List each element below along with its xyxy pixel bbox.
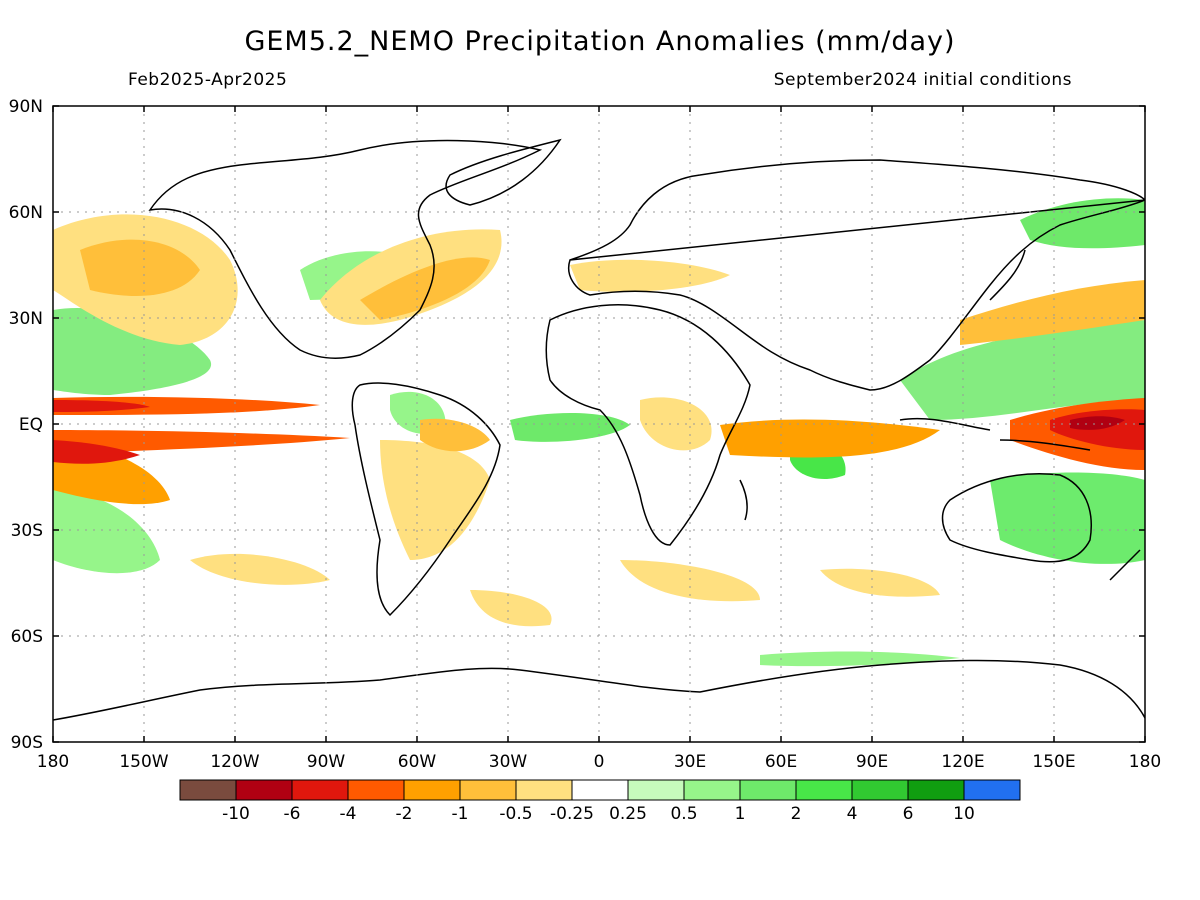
anomaly-orange-north-atlantic xyxy=(360,257,490,320)
anomaly-yellow-africa xyxy=(640,397,712,451)
colorbar-label: 4 xyxy=(847,804,858,824)
colorbar-swatch xyxy=(347,779,405,801)
colorbar-label: -2 xyxy=(396,804,413,824)
anomaly-yellow-south-america xyxy=(380,440,490,560)
anomaly-green-equatorial-atlantic xyxy=(510,413,630,442)
colorbar-label: 10 xyxy=(953,804,975,824)
anomaly-yellow-southern-ocean xyxy=(820,568,940,597)
lon-label: 30W xyxy=(489,752,528,772)
lat-label: 90S xyxy=(11,733,43,753)
lat-label: 30N xyxy=(9,309,43,329)
colorbar-swatch xyxy=(683,779,741,801)
lon-label: 180 xyxy=(1129,752,1161,772)
colorbar-labels: -10 -6 -4 -2 -1 -0.5 -0.25 0.25 0.5 1 2 4 6 10 xyxy=(222,804,975,824)
colorbar-swatch xyxy=(179,779,237,801)
lat-label: 60S xyxy=(11,627,43,647)
anomaly-green-maritime-west-pacific xyxy=(900,320,1145,420)
colorbar-swatch xyxy=(739,779,797,801)
colorbar-label: 1 xyxy=(735,804,746,824)
anomaly-red-equatorial-pacific xyxy=(53,430,350,455)
lat-label: EQ xyxy=(19,415,43,435)
anomaly-yellow-southeast-pacific xyxy=(190,553,330,585)
colorbar-label: -6 xyxy=(284,804,301,824)
coastlines xyxy=(53,138,1145,721)
gridlines xyxy=(53,106,1145,742)
lat-label: 30S xyxy=(11,521,43,541)
colorbar-label: -10 xyxy=(222,804,250,824)
lon-label: 90E xyxy=(856,752,888,772)
colorbar-swatch xyxy=(515,779,573,801)
colorbar-swatch xyxy=(963,779,1021,801)
lon-label: 150E xyxy=(1032,752,1075,772)
coast-south-america xyxy=(351,382,501,617)
forecast-period: Feb2025-Apr2025 xyxy=(128,70,288,90)
colorbar-swatch xyxy=(627,779,685,801)
anomaly-green-south-pacific xyxy=(53,490,160,574)
anomaly-deepred-west-pacific-core xyxy=(1070,416,1125,430)
lon-label: 180 xyxy=(37,752,69,772)
map-title: GEM5.2_NEMO Precipitation Anomalies (mm/… xyxy=(244,26,956,57)
lon-label: 30E xyxy=(674,752,706,772)
anomaly-yellow-mediterranean xyxy=(570,259,730,292)
coast-new-zealand xyxy=(1109,549,1141,581)
coast-antarctica xyxy=(53,659,1145,721)
coast-japan xyxy=(989,249,1026,301)
lon-label: 90W xyxy=(307,752,346,772)
colorbar-swatch xyxy=(851,779,909,801)
anomaly-green-australia xyxy=(990,472,1145,564)
lon-label: 150W xyxy=(119,752,168,772)
colorbar xyxy=(179,779,1021,801)
coast-africa xyxy=(545,304,751,546)
colorbar-label: -0.25 xyxy=(550,804,594,824)
colorbar-swatch xyxy=(459,779,517,801)
colorbar-label: 0.5 xyxy=(670,804,697,824)
colorbar-swatch xyxy=(907,779,965,801)
colorbar-label: 2 xyxy=(791,804,802,824)
colorbar-label: -4 xyxy=(340,804,357,824)
anomaly-yellow-south-atlantic xyxy=(470,590,552,627)
colorbar-swatch xyxy=(235,779,293,801)
lat-label: 90N xyxy=(9,97,43,117)
axis-ticks xyxy=(52,105,1146,743)
anomaly-orange-indian-ocean xyxy=(720,419,940,458)
colorbar-label: -0.5 xyxy=(499,804,532,824)
anomaly-darkred-equatorial-pacific xyxy=(53,440,140,464)
longitude-labels: 180 150W 120W 90W 60W 30W 0 30E 60E 90E 120E 150E 18… xyxy=(37,752,1161,772)
coast-indonesia xyxy=(899,417,1091,451)
latitude-labels: 90N 60N 30N EQ 30S 60S 90S xyxy=(9,97,43,753)
lon-label: 120E xyxy=(941,752,984,772)
coast-north-america xyxy=(148,139,543,360)
colorbar-label: -1 xyxy=(452,804,469,824)
initial-conditions: September2024 initial conditions xyxy=(773,70,1072,90)
anomaly-green-central-pacific-north xyxy=(53,308,212,395)
coast-australia xyxy=(941,472,1092,563)
colorbar-swatch xyxy=(571,779,629,801)
anomaly-orange-northwest-pacific xyxy=(960,280,1145,345)
colorbar-swatch xyxy=(291,779,349,801)
lon-label: 120W xyxy=(210,752,259,772)
colorbar-swatch xyxy=(795,779,853,801)
anomaly-orange-amazon xyxy=(420,418,490,452)
anomaly-darkred-central-pacific xyxy=(53,400,150,412)
colorbar-label: 0.25 xyxy=(609,804,647,824)
lat-label: 60N xyxy=(9,203,43,223)
lon-label: 0 xyxy=(594,752,605,772)
coast-madagascar xyxy=(739,479,748,521)
anomaly-orange-north-pacific xyxy=(80,239,200,296)
lon-label: 60E xyxy=(765,752,797,772)
colorbar-swatch xyxy=(403,779,461,801)
coast-greenland xyxy=(445,138,562,206)
anomaly-yellow-southern-indian-ocean xyxy=(620,560,760,602)
anomaly-red-central-pacific-itcz xyxy=(53,396,320,415)
anomaly-green-antarctic-coast xyxy=(760,651,960,667)
lon-label: 60W xyxy=(398,752,437,772)
colorbar-label: 6 xyxy=(903,804,914,824)
coast-eurasia xyxy=(568,159,1145,391)
